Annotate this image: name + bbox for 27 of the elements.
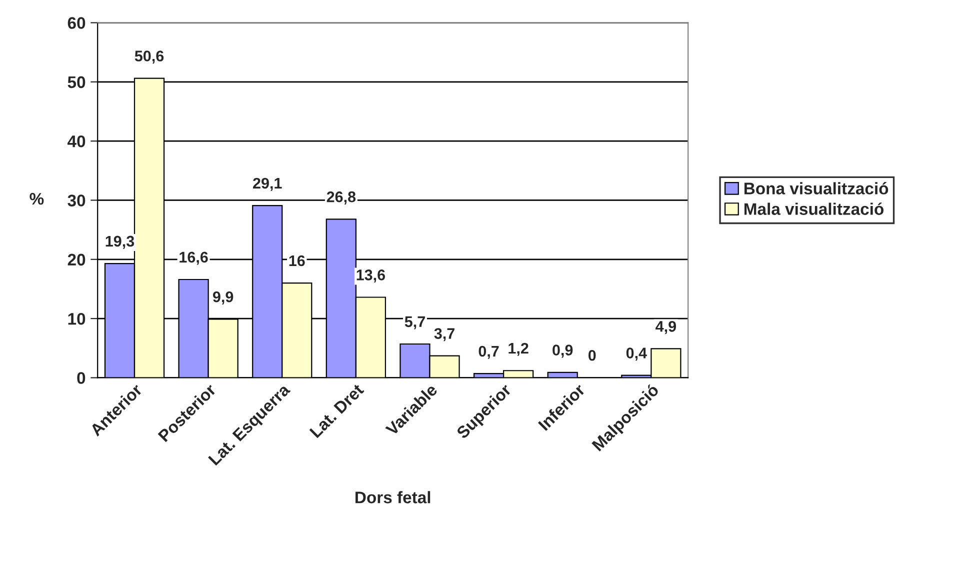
data-label: 26,8 [326,191,356,204]
data-label: 0,9 [552,344,573,358]
data-label: 29,1 [253,178,282,191]
y-tick-label: 10 [68,312,86,325]
data-label: 4,9 [656,321,676,334]
data-label: 0,7 [478,346,499,359]
data-label: 3,7 [434,328,454,342]
data-label: 0,4 [626,348,647,361]
y-tick-label: 30 [68,194,86,206]
data-label: 50,6 [134,50,164,64]
data-label: 19,3 [106,236,134,249]
y-axis-title: % [30,192,44,205]
data-label: 9,9 [212,291,234,304]
data-label: 13,6 [356,270,386,283]
x-axis-title: Dors fetal [356,491,430,504]
y-tick-label: 50 [68,76,86,88]
legend-label: Mala visualització [744,202,884,215]
data-label: 1,2 [508,342,528,356]
y-tick-label: 60 [68,17,86,29]
y-tick-label: 0 [77,372,86,384]
data-label: 16 [289,255,305,266]
data-label: 16,6 [180,252,208,265]
legend-label: Bona visualització [744,182,888,194]
y-tick-label: 40 [68,135,86,148]
data-label: 0 [588,350,596,361]
y-tick-label: 20 [68,254,86,266]
data-label: 5,7 [404,316,425,330]
